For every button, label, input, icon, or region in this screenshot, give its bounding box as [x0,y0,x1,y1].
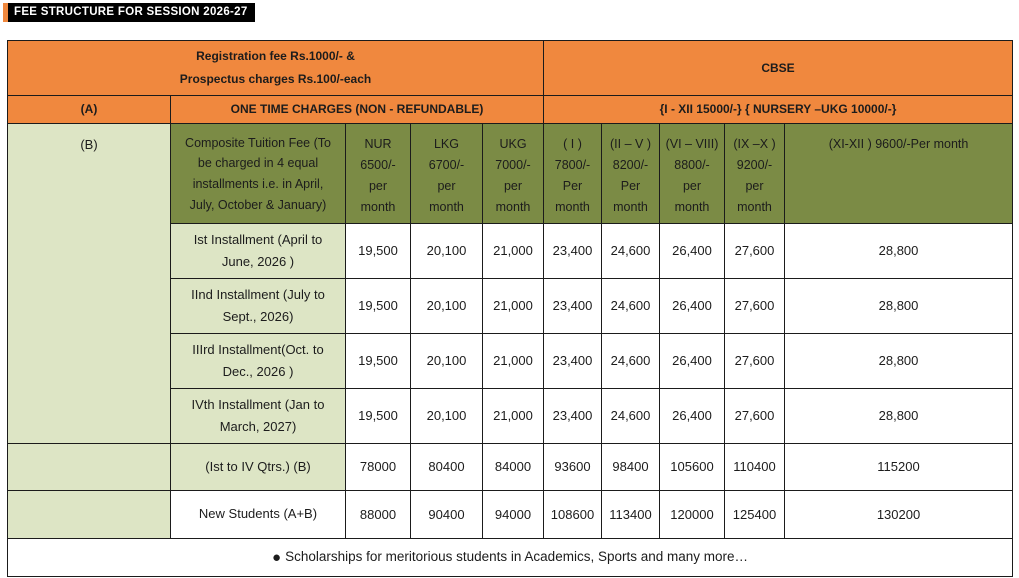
fee-cell: 24,600 [601,222,660,279]
fee-cell: 19,500 [345,277,411,334]
fee-cell: 110400 [724,442,785,491]
fee-cell: 21,000 [482,277,544,334]
page-title: FEE STRUCTURE FOR SESSION 2026-27 [8,3,255,22]
row-label: New Students (A+B) [170,489,346,539]
fee-cell: 20,100 [410,277,483,334]
fee-structure-table: Registration fee Rs.1000/- & Prospectus … [6,40,1014,577]
row-label: IVth Installment (Jan to March, 2027) [170,387,346,444]
fee-cell: 28,800 [783,387,1014,444]
fee-cell: 94000 [482,489,544,539]
fee-cell: 26,400 [659,387,725,444]
fee-cell: 21,000 [482,222,544,279]
table-row-new-students: New Students (A+B) 88000 90400 94000 108… [7,489,1014,539]
column-header-lkg: LKG 6700/- per month [410,122,483,224]
fee-cell: 20,100 [410,222,483,279]
page-title-bar: FEE STRUCTURE FOR SESSION 2026-27 [3,3,255,22]
section-b-spacer [7,489,171,539]
fee-cell: 120000 [659,489,725,539]
table-footer-row: ● Scholarships for meritorious students i… [6,537,1014,577]
fee-cell: 84000 [482,442,544,491]
fee-cell: 108600 [543,489,602,539]
column-header-class-1: ( I ) 7800/- Per month [543,122,602,224]
title-accent-bar [3,3,8,22]
fee-cell: 98400 [601,442,660,491]
fee-cell: 105600 [659,442,725,491]
fee-cell: 20,100 [410,387,483,444]
fee-cell: 28,800 [783,222,1014,279]
fee-cell: 26,400 [659,332,725,389]
table-header-row-2: (A) ONE TIME CHARGES (NON - REFUNDABLE) … [7,94,1014,124]
fee-cell: 26,400 [659,277,725,334]
fee-cell: 20,100 [410,332,483,389]
fee-cell: 21,000 [482,332,544,389]
fee-cell: 26,400 [659,222,725,279]
registration-fee-header: Registration fee Rs.1000/- & Prospectus … [7,40,544,96]
fee-cell: 19,500 [345,222,411,279]
fee-cell: 88000 [345,489,411,539]
fee-cell: 28,800 [783,277,1014,334]
fee-cell: 113400 [601,489,660,539]
fee-cell: 27,600 [724,332,785,389]
one-time-charges-amounts: {I - XII 15000/-} { NURSERY –UKG 10000/-… [542,94,1014,124]
board-header-cbse: CBSE [542,40,1014,96]
fee-cell: 90400 [410,489,483,539]
fee-cell: 27,600 [724,387,785,444]
section-a-label: (A) [7,94,171,124]
column-header-nur: NUR 6500/- per month [345,122,411,224]
column-header-class-9-10: (IX –X ) 9200/- per month [724,122,785,224]
scholarship-note: ● Scholarships for meritorious students i… [6,537,1014,577]
fee-cell: 27,600 [724,277,785,334]
row-label: Ist Installment (April to June, 2026 ) [170,222,346,279]
fee-cell: 93600 [543,442,602,491]
fee-cell: 130200 [783,489,1014,539]
column-header-ukg: UKG 7000/- per month [482,122,544,224]
column-header-class-11-12: (XI-XII ) 9600/-Per month [783,122,1014,224]
fee-cell: 78000 [345,442,411,491]
tuition-header-row: (B) Composite Tuition Fee (To be charged… [7,122,1014,444]
section-b-label: (B) [7,122,171,444]
one-time-charges-header: ONE TIME CHARGES (NON - REFUNDABLE) [170,94,544,124]
scholarship-note-text: Scholarships for meritorious students in… [285,548,749,564]
fee-cell: 24,600 [601,332,660,389]
table-header-row-1: Registration fee Rs.1000/- & Prospectus … [7,40,1014,96]
fee-cell: 23,400 [543,332,602,389]
row-label: IIIrd Installment(Oct. to Dec., 2026 ) [170,332,346,389]
table-row-installment-1: Ist Installment (April to June, 2026 ) 1… [8,222,1014,279]
fee-cell: 23,400 [543,277,602,334]
table-row-installment-2: IInd Installment (July to Sept., 2026) 1… [8,277,1014,334]
table-row-installment-4: IVth Installment (Jan to March, 2027) 19… [8,387,1014,444]
section-b-spacer [7,442,171,491]
table-row-quarters-total: (Ist to IV Qtrs.) (B) 78000 80400 84000 … [7,442,1014,491]
fee-cell: 19,500 [345,387,411,444]
fee-cell: 24,600 [601,277,660,334]
column-header-class-2-5: (II – V ) 8200/- Per month [601,122,660,224]
fee-cell: 125400 [724,489,785,539]
fee-cell: 24,600 [601,387,660,444]
column-header-class-6-8: (VI – VIII) 8800/- per month [659,122,725,224]
fee-cell: 19,500 [345,332,411,389]
table-row-installment-3: IIIrd Installment(Oct. to Dec., 2026 ) 1… [8,332,1014,389]
fee-cell: 115200 [783,442,1014,491]
bullet-icon: ● [272,548,282,566]
row-label: (Ist to IV Qtrs.) (B) [170,442,346,491]
fee-cell: 27,600 [724,222,785,279]
fee-cell: 23,400 [543,387,602,444]
row-label: IInd Installment (July to Sept., 2026) [170,277,346,334]
composite-tuition-description: Composite Tuition Fee (To be charged in … [170,122,346,224]
fee-cell: 28,800 [783,332,1014,389]
fee-cell: 23,400 [543,222,602,279]
fee-cell: 80400 [410,442,483,491]
fee-cell: 21,000 [482,387,544,444]
